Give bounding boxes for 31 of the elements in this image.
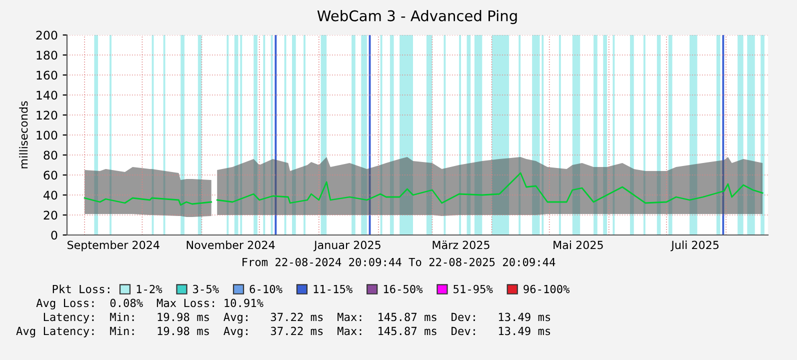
legend-label: 51-95% xyxy=(454,284,493,294)
legend-title: Pkt Loss: xyxy=(52,284,110,294)
text: Avg Loss: 0.08% Max Loss: 10.91% xyxy=(36,298,264,310)
x-tick-label: März 2025 xyxy=(432,240,490,250)
x-tick-label: Mai 2025 xyxy=(554,240,603,250)
text: From 22-08-2024 20:09:44 To 22-08-2025 20:09:44 xyxy=(242,258,556,266)
y-tick-label: 40 xyxy=(44,190,58,200)
chart-title: WebCam 3 - Advanced Ping xyxy=(317,10,517,24)
y-tick-label: 140 xyxy=(36,90,58,100)
y-tick-label: 180 xyxy=(36,50,58,60)
y-tick-label: 20 xyxy=(44,210,58,220)
text: Latency: Min: 19.98 ms Avg: 37.22 ms Max: 145.87 ms Dev: 13.49 ms xyxy=(44,312,550,324)
legend-label: 11-15% xyxy=(314,284,352,294)
legend-label: 16-50% xyxy=(384,284,423,294)
text: Avg Latency: Min: 19.98 ms Avg: 37.22 ms Max: 145.87 ms Dev: 13.49 ms xyxy=(16,326,550,338)
y-tick-label: 80 xyxy=(44,150,58,160)
y-tick-label: 0 xyxy=(51,230,58,240)
y-tick-label: 100 xyxy=(36,130,58,140)
y-tick-label: 160 xyxy=(36,70,58,80)
y-tick-label: 200 xyxy=(36,30,58,40)
y-axis-title: milliseconds xyxy=(19,101,28,168)
legend-label: 96-100% xyxy=(524,284,570,294)
x-tick-label: Juli 2025 xyxy=(670,240,719,252)
legend-label: 6-10% xyxy=(250,284,282,294)
y-tick-label: 60 xyxy=(44,170,58,180)
x-tick-label: September 2024 xyxy=(68,240,160,252)
legend-label: 1-2% xyxy=(136,284,162,294)
x-tick-label: November 2024 xyxy=(186,240,275,250)
legend-label: 3-5% xyxy=(193,284,219,294)
x-tick-label: Januar 2025 xyxy=(313,240,380,252)
y-tick-label: 120 xyxy=(36,110,58,120)
